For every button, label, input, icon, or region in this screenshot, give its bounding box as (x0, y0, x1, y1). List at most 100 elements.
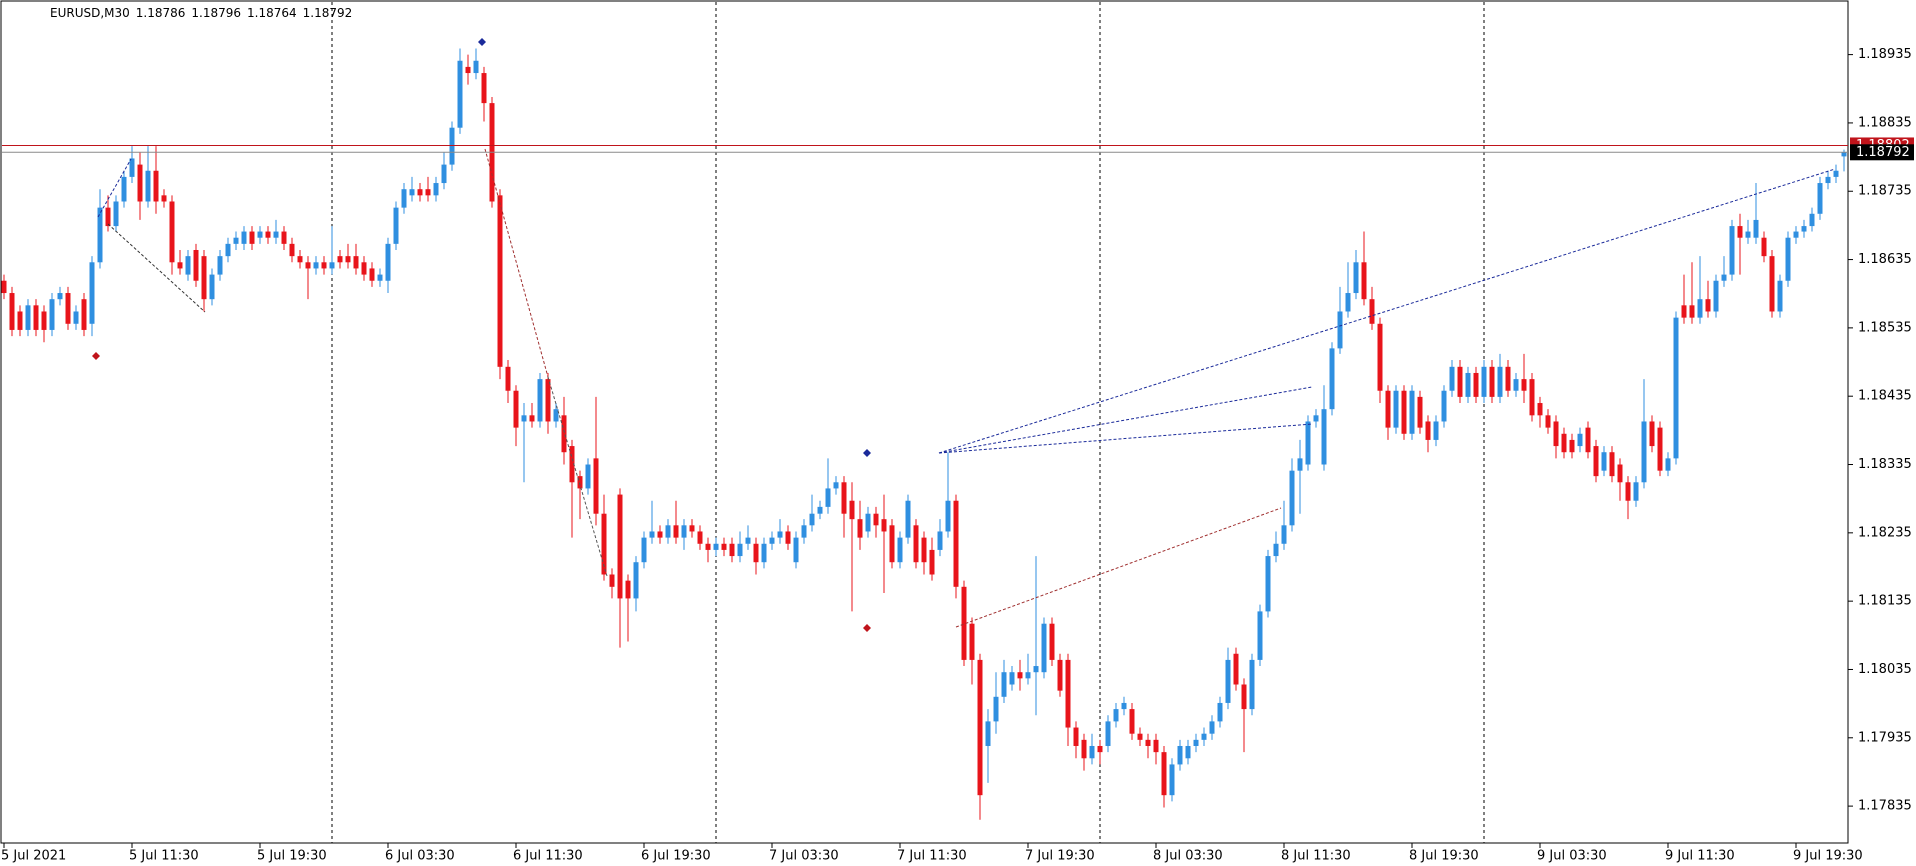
candle-body (545, 379, 551, 422)
candle-body (1473, 372, 1479, 397)
x-tick-label: 5 Jul 11:30 (129, 849, 199, 864)
candle-body (1217, 702, 1223, 722)
candle-body (113, 201, 119, 227)
candle-body (457, 60, 463, 128)
candle-body (225, 243, 231, 257)
candle-body (81, 299, 87, 330)
candle-body (945, 500, 951, 532)
candle-body (961, 586, 967, 660)
candle-body (889, 525, 895, 563)
candle-body (1289, 470, 1295, 526)
candle-body (777, 531, 783, 538)
candle-body (49, 299, 55, 330)
candle-body (1745, 231, 1751, 238)
candle-body (1057, 659, 1063, 691)
candle-body (585, 464, 591, 489)
last-high: 1.18796 (191, 6, 241, 20)
candle-body (1329, 348, 1335, 410)
candle-body (1633, 482, 1639, 501)
candle-body (617, 494, 623, 599)
candle-body (177, 262, 183, 269)
candle-body (657, 531, 663, 538)
candle-body (433, 183, 439, 196)
candle-body (1353, 262, 1359, 294)
candle-body (625, 580, 631, 599)
x-tick-label: 8 Jul 11:30 (1281, 849, 1351, 864)
candle-body (25, 305, 31, 330)
candle-body (1769, 256, 1775, 312)
candle-body (249, 231, 255, 244)
candle-body (1369, 299, 1375, 324)
candle-body (665, 525, 671, 538)
candle-body (153, 170, 159, 202)
candle-body (1665, 458, 1671, 471)
y-tick-label: 1.18435 (1858, 389, 1912, 404)
candle-body (1041, 623, 1047, 673)
candle-body (1737, 226, 1743, 238)
candle-body (937, 531, 943, 550)
candle-body (257, 231, 263, 238)
candle-body (409, 189, 415, 196)
candle-body (425, 189, 431, 196)
candle-body (825, 488, 831, 507)
candle-body (329, 262, 335, 269)
candle-body (1841, 152, 1847, 157)
candle-body (465, 66, 471, 74)
candle-body (1233, 653, 1239, 685)
candle-body (273, 231, 279, 238)
candle-body (1137, 733, 1143, 740)
candle-body (361, 262, 367, 275)
candle-body (1449, 366, 1455, 391)
trend-line (938, 386, 1313, 454)
candle-body (1193, 739, 1199, 746)
day-separators (331, 2, 1485, 843)
candle-body (1801, 226, 1807, 232)
candle-body (649, 531, 655, 538)
candle-body (1641, 421, 1647, 483)
candle-body (1153, 739, 1159, 753)
candle-body (1249, 659, 1255, 710)
candle-body (1817, 183, 1823, 214)
x-tick-label: 7 Jul 11:30 (897, 849, 967, 864)
candle-body (849, 500, 855, 520)
candle-body (713, 543, 719, 550)
candle-body (89, 262, 95, 324)
candle-body (57, 293, 63, 300)
symbol: EURUSD,M30 (50, 6, 130, 20)
candle-body (1073, 727, 1079, 746)
candle-body (865, 513, 871, 532)
y-tick-label: 1.18235 (1858, 525, 1912, 540)
y-tick-label: 1.18535 (1858, 320, 1912, 335)
candle-body (1145, 739, 1151, 746)
candle-body (121, 176, 127, 202)
candle-body (1241, 684, 1247, 710)
candle-body (1001, 672, 1007, 697)
candle-body (1377, 323, 1383, 391)
candle-body (689, 525, 695, 532)
candle-body (593, 458, 599, 514)
candle-body (1617, 464, 1623, 483)
candle-body (265, 231, 271, 238)
candle-body (529, 415, 535, 422)
candle-body (201, 256, 207, 300)
candle-body (1513, 379, 1519, 391)
arrow-marker (92, 352, 100, 360)
candle-body (569, 446, 575, 483)
y-tick-label: 1.18035 (1858, 662, 1912, 677)
candle-body (1017, 672, 1023, 679)
chart-header: EURUSD,M30 1.18786 1.18796 1.18764 1.18792 (50, 6, 352, 20)
candle-body (105, 207, 111, 227)
x-tick-label: 5 Jul 2021 (1, 849, 66, 864)
candle-body (1033, 666, 1039, 673)
candle-body (705, 543, 711, 550)
candle-body (313, 262, 319, 269)
candle-body (449, 127, 455, 165)
candle-body (977, 659, 983, 796)
candle-body (401, 189, 407, 208)
y-tick-label: 1.18835 (1858, 115, 1912, 130)
candle-body (833, 482, 839, 489)
trend-line (484, 148, 549, 378)
candle-body (841, 482, 847, 514)
candle-body (1265, 556, 1271, 612)
